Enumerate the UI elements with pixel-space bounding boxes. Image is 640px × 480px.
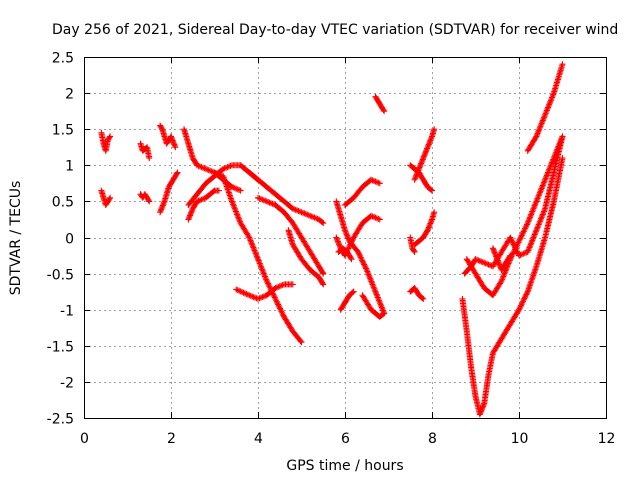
x-tick-label: 0 bbox=[80, 431, 89, 447]
y-tick-label: 1.5 bbox=[52, 123, 74, 139]
x-tick-label: 10 bbox=[511, 431, 529, 447]
y-tick-label: 0 bbox=[65, 232, 74, 248]
series-arc-12 bbox=[246, 169, 327, 227]
series-arc-6 bbox=[157, 169, 181, 216]
series-marks bbox=[157, 122, 179, 151]
series-arc-25 bbox=[407, 285, 427, 302]
series-marks bbox=[342, 176, 383, 209]
series-arc-21 bbox=[359, 292, 388, 320]
series-marks bbox=[459, 155, 566, 418]
x-tick-label: 2 bbox=[167, 431, 176, 447]
series-arc-4 bbox=[137, 191, 153, 205]
series-marks bbox=[157, 169, 181, 216]
series-marks bbox=[211, 169, 305, 346]
x-tick-label: 12 bbox=[598, 431, 616, 447]
y-tick-label: -2 bbox=[60, 376, 74, 392]
series-arc-24 bbox=[411, 209, 438, 248]
series-marks bbox=[181, 126, 244, 194]
data-points bbox=[98, 61, 566, 418]
series-arc-10 bbox=[211, 169, 305, 346]
series-marks bbox=[233, 281, 296, 302]
series-marks bbox=[461, 133, 566, 277]
y-tick-label: 0.5 bbox=[52, 195, 74, 211]
series-marks bbox=[359, 292, 388, 320]
series-arc-5 bbox=[157, 122, 179, 151]
series-arc-19 bbox=[342, 176, 383, 209]
series-arc-28 bbox=[461, 133, 566, 277]
series-arc-31 bbox=[489, 245, 514, 273]
series-arc-14 bbox=[285, 227, 327, 288]
series-arc-26 bbox=[407, 234, 418, 255]
series-arc-13 bbox=[255, 194, 327, 277]
y-tick-label: 2 bbox=[65, 87, 74, 103]
series-arc-3 bbox=[137, 140, 153, 162]
x-tick-label: 4 bbox=[254, 431, 263, 447]
series-arc-1 bbox=[98, 129, 114, 154]
series-marks bbox=[137, 191, 153, 205]
series-arc-17 bbox=[335, 245, 355, 263]
series-marks bbox=[98, 129, 114, 154]
series-arc-29 bbox=[463, 133, 566, 299]
series-marks bbox=[372, 93, 388, 115]
y-tick-label: -0.5 bbox=[47, 268, 74, 284]
y-tick-label: 1 bbox=[65, 159, 74, 175]
axes: 0 2 4 6 8 10 12 -2.5 -2 -1.5 -1 -0.5 0 0.5 1 1.5 2 2.5 bbox=[47, 51, 616, 448]
series-marks bbox=[137, 140, 153, 162]
x-tick-label: 6 bbox=[341, 431, 350, 447]
y-tick-label: -1.5 bbox=[47, 340, 74, 356]
series-marks bbox=[411, 209, 438, 248]
series-marks bbox=[98, 187, 114, 209]
x-tick-label: 8 bbox=[428, 431, 437, 447]
series-marks bbox=[246, 169, 327, 227]
chart-title: Day 256 of 2021, Sidereal Day-to-day VTE… bbox=[52, 22, 618, 38]
series-marks bbox=[185, 187, 222, 223]
series-marks bbox=[524, 61, 566, 154]
series-arc-15 bbox=[333, 198, 388, 317]
series-arc-20 bbox=[372, 93, 388, 115]
series-marks bbox=[337, 288, 357, 313]
series-marks bbox=[463, 133, 566, 299]
series-marks bbox=[333, 198, 388, 317]
series-arc-23 bbox=[411, 126, 438, 183]
series-marks bbox=[407, 234, 418, 255]
series-marks bbox=[411, 126, 438, 183]
series-marks bbox=[285, 227, 327, 288]
y-axis-label: SDTVAR / TECUs bbox=[8, 181, 24, 296]
series-arc-30 bbox=[524, 61, 566, 154]
series-marks bbox=[407, 285, 427, 302]
series-arc-7 bbox=[181, 126, 244, 194]
series-marks bbox=[335, 245, 355, 263]
y-tick-label: -2.5 bbox=[47, 412, 74, 428]
series-arc-18 bbox=[337, 288, 357, 313]
series-arc-2 bbox=[98, 187, 114, 209]
series-marks bbox=[489, 245, 514, 273]
series-arc-9 bbox=[185, 187, 222, 223]
y-tick-label: 2.5 bbox=[52, 51, 74, 67]
series-arc-11 bbox=[233, 281, 296, 302]
series-marks bbox=[255, 194, 327, 277]
series-arc-27 bbox=[459, 155, 566, 418]
y-tick-label: -1 bbox=[60, 304, 74, 320]
x-axis-label: GPS time / hours bbox=[286, 458, 403, 474]
